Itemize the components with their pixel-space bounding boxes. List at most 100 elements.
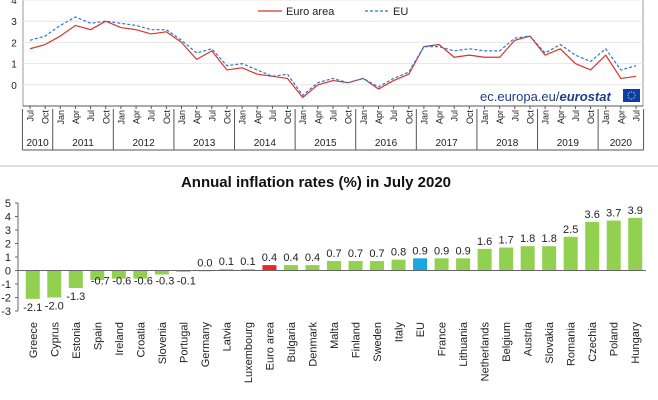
bar-greece [25,270,40,299]
month-label: Jan [298,110,308,125]
category-label: Cyprus [49,322,61,357]
bar-value-label: 0.7 [348,248,363,260]
bar-value-label: -1.3 [66,291,85,303]
month-label: Apr [192,110,202,124]
bar-value-label: -2.0 [45,301,64,313]
bar-slovakia [542,246,557,271]
month-label: Oct [586,110,596,125]
month-label: Apr [556,110,566,124]
bar-czechia [585,221,600,271]
month-label: Jul [26,110,36,122]
bar-chart-y-tick: 0 [5,266,11,278]
month-label: Oct [404,110,414,125]
month-label: Jan [238,110,248,125]
month-label: Apr [616,110,626,124]
flag-star [634,93,636,95]
flag-star [634,94,636,97]
month-label: Apr [313,110,323,124]
flag-star [630,91,633,93]
bar-chart-y-tick: 1 [5,252,11,264]
flag-star [629,91,631,93]
year-label: 2010 [26,138,49,149]
bar-spain [90,270,105,280]
line-chart-y-tick: 0 [11,81,17,92]
category-label: Spain [92,322,104,350]
category-label: Lithuania [458,321,470,367]
bar-value-label: 3.6 [585,209,600,221]
bar-chart-y-tick: -2 [1,293,11,305]
category-label: Croatia [135,321,147,357]
month-label: Jul [389,110,399,122]
month-label: Oct [283,110,293,125]
category-label: France [437,322,449,356]
category-label: Greece [28,322,40,358]
bar-austria [520,246,535,271]
month-label: Jul [147,110,157,122]
source-credit: ec.europa.eu/eurostat [480,89,640,104]
bar-value-label: 1.6 [477,236,492,248]
month-label: Jan [56,110,66,125]
month-label: Oct [162,110,172,125]
bar-value-label: 0.4 [305,252,320,264]
bar-bulgaria [283,265,298,271]
month-label: Oct [41,110,51,125]
bar-value-label: -0.1 [177,276,196,288]
bar-croatia [133,270,148,279]
bar-italy [391,259,406,271]
bar-belgium [499,247,514,271]
month-label: Jul [329,110,339,122]
bar-value-label: 1.8 [542,233,557,245]
line-chart-y-tick: 4 [11,0,17,7]
month-label: Oct [465,110,475,125]
bar-netherlands [477,248,492,271]
source-brand: eurostat [560,89,612,104]
bar-value-label: 0.7 [369,248,384,260]
source-prefix: ec.europa.eu/ [480,89,560,104]
series-euro-area-line [29,20,637,99]
line-chart-y-tick: 3 [11,17,17,28]
year-label: 2015 [314,138,337,149]
flag-star [630,98,633,100]
month-label: Jan [601,110,611,125]
bar-slovenia [154,270,169,275]
bar-chart-y-tick: 2 [5,239,11,251]
bar-value-label: -0.6 [134,276,153,288]
bar-value-label: -0.7 [91,276,110,288]
bar-value-label: 0.1 [219,256,234,268]
bar-chart-title: Annual inflation rates (%) in July 2020 [181,174,451,191]
month-label: Apr [374,110,384,124]
category-label: Belgium [501,322,513,362]
category-label: Austria [523,321,535,356]
category-label: Slovenia [157,321,169,364]
flag-star [634,96,636,98]
year-label: 2020 [610,138,633,149]
bar-value-label: 2.5 [563,224,578,236]
month-label: Apr [71,110,81,124]
bar-value-label: 0.4 [262,252,277,264]
bar-value-label: 0.0 [197,258,212,270]
month-label: Jul [207,110,217,122]
bar-value-label: 0.9 [434,245,449,257]
bar-chart-y-tick: 5 [5,198,11,210]
category-label: Czechia [587,321,599,362]
bar-latvia [219,269,234,271]
bar-ireland [111,270,126,279]
category-label: EU [415,322,427,337]
month-label: Jul [86,110,96,122]
source-text: ec.europa.eu/eurostat [480,89,611,104]
legend-euro-area-label: Euro area [286,6,335,18]
bar-chart-y-tick: -3 [1,306,11,318]
bar-poland [606,220,621,271]
month-label: Jan [541,110,551,125]
bar-portugal [176,270,191,272]
month-label: Jan [480,110,490,125]
bar-finland [348,261,363,271]
month-label: Jul [510,110,520,122]
flag-star [627,96,629,98]
bar-eu [413,258,428,271]
category-label: Euro area [264,321,276,370]
year-label: 2013 [193,138,216,149]
bar-luxembourg [240,269,255,271]
bar-romania [563,236,578,271]
